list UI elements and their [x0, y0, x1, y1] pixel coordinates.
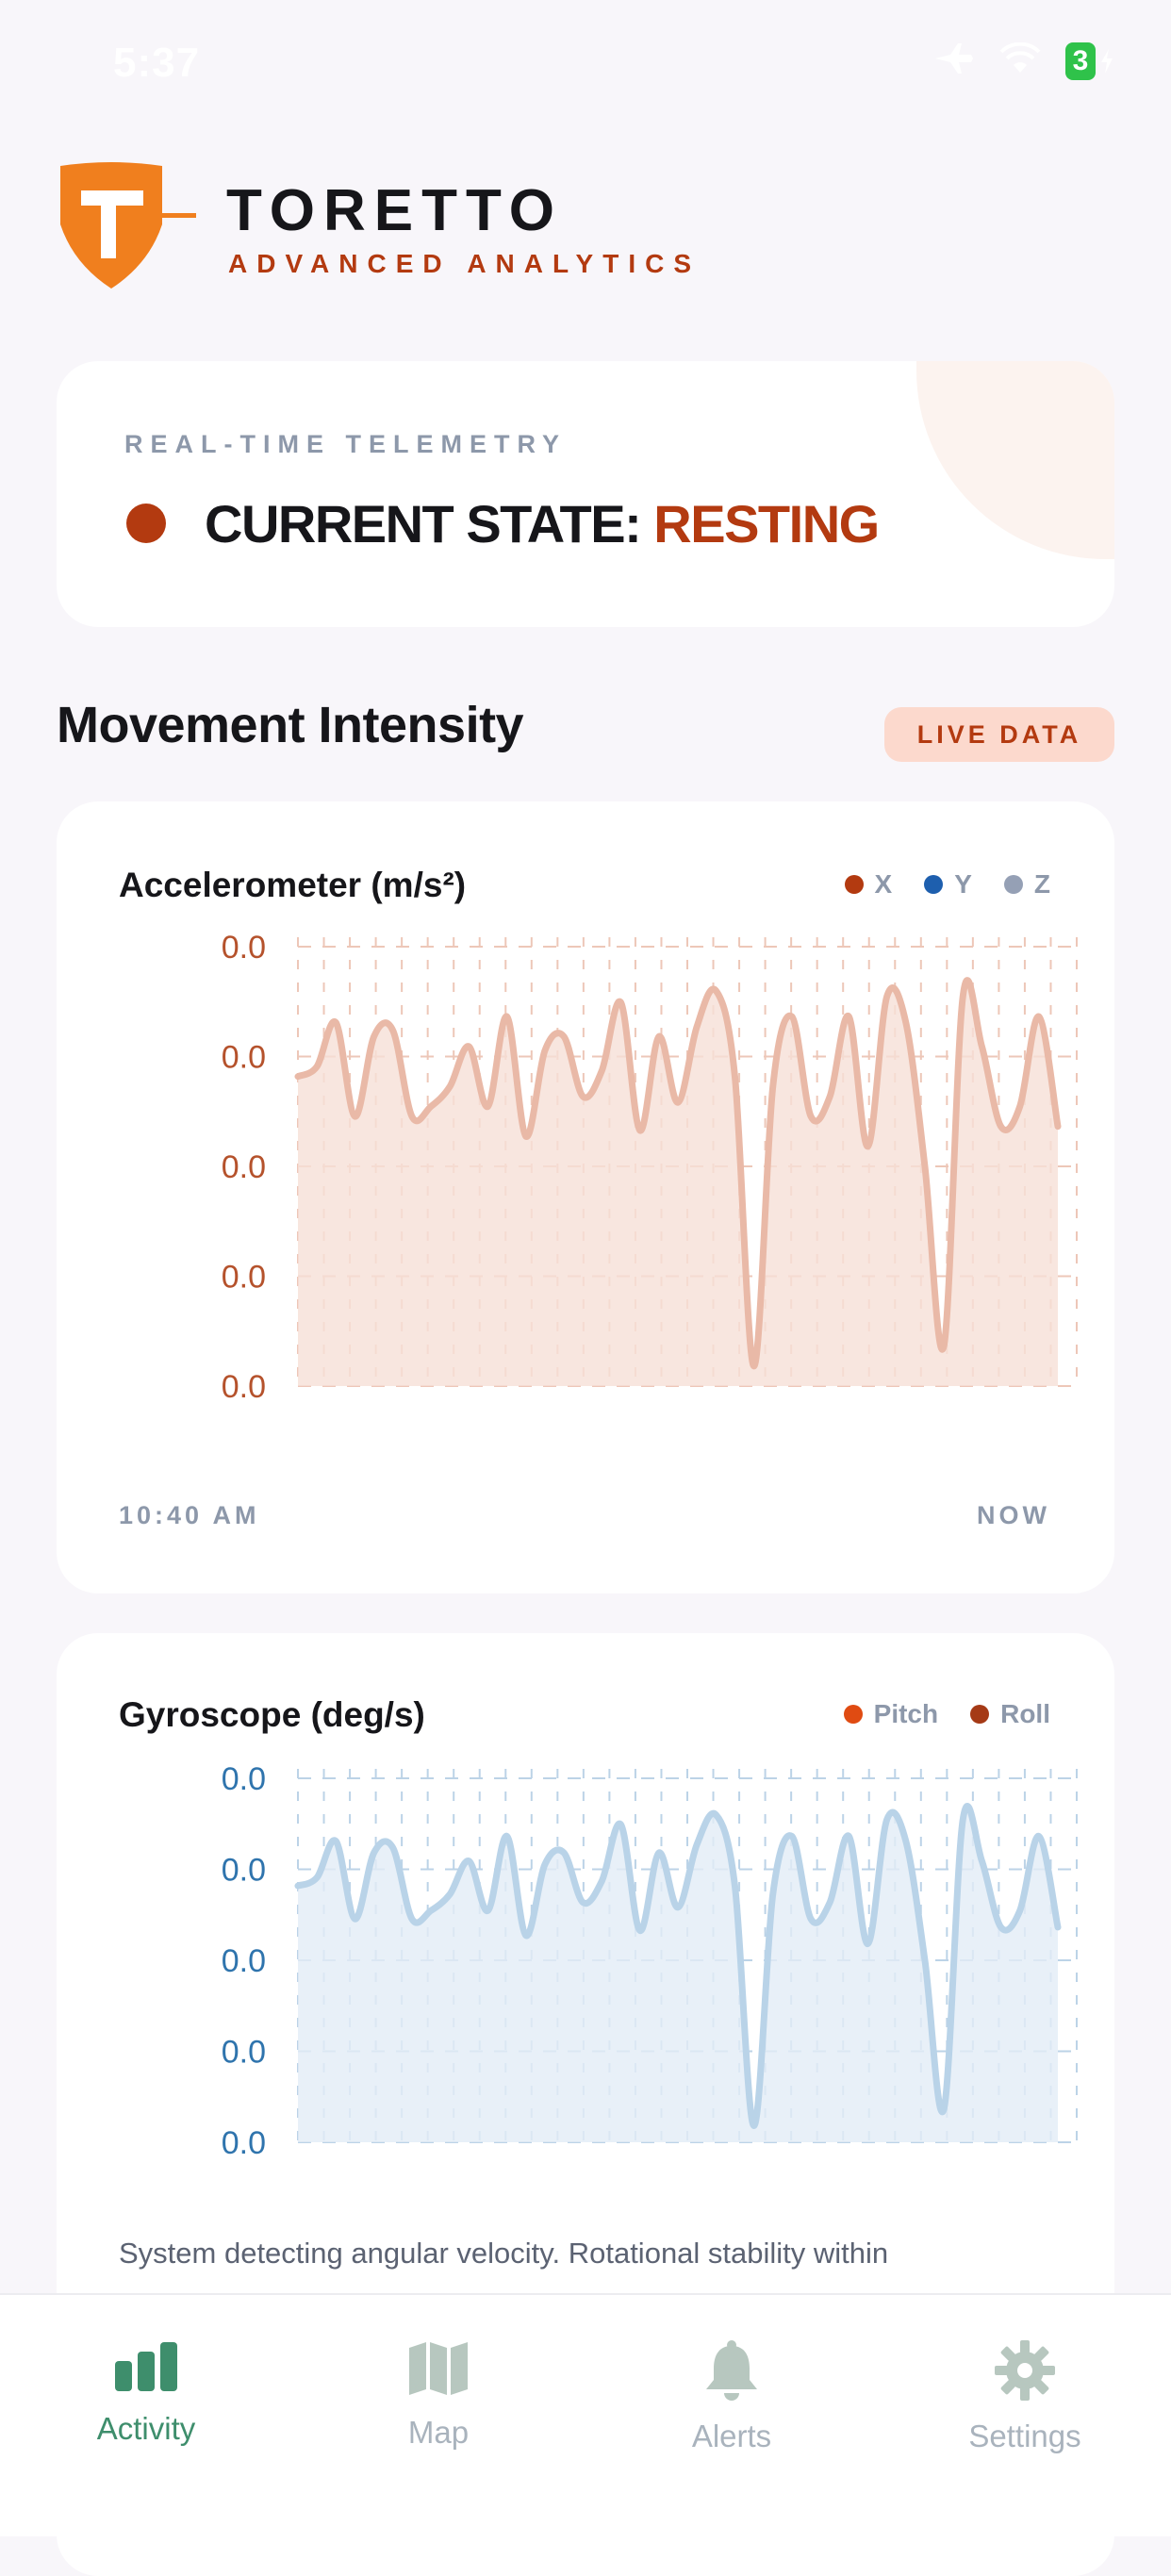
battery-icon: 3 — [1065, 42, 1114, 80]
legend-label: Z — [1034, 869, 1050, 900]
tab-settings[interactable]: Settings — [921, 2340, 1129, 2454]
y-tick-label: 0.0 — [222, 2035, 266, 2071]
legend-dot — [1004, 875, 1023, 894]
map-icon — [407, 2340, 470, 2402]
decorative-shape — [916, 361, 1114, 559]
battery-level: 3 — [1065, 42, 1096, 80]
brand-name: TORETTO — [226, 177, 563, 244]
legend-item-y: Y — [924, 869, 972, 900]
brand-logo — [55, 158, 196, 295]
tab-bar: Activity Map Alerts — [0, 2293, 1171, 2536]
chart-start-time: 10:40 AM — [119, 1501, 260, 1530]
gyroscope-description: System detecting angular velocity. Rotat… — [119, 2237, 888, 2271]
gyroscope-title: Gyroscope (deg/s) — [119, 1695, 425, 1735]
legend-item-pitch: Pitch — [844, 1699, 938, 1729]
tab-label: Map — [408, 2415, 469, 2451]
gear-icon — [995, 2340, 1055, 2405]
tab-alerts[interactable]: Alerts — [628, 2340, 835, 2454]
state-value: RESTING — [653, 494, 878, 553]
bar-chart-icon — [113, 2340, 179, 2398]
section-title: Movement Intensity — [57, 696, 523, 754]
legend-label: Y — [954, 869, 972, 900]
chart-end-time: NOW — [977, 1501, 1050, 1530]
wifi-icon — [999, 42, 1041, 79]
airplane-icon — [933, 41, 975, 80]
tab-label: Activity — [97, 2411, 196, 2447]
legend-item-x: X — [845, 869, 893, 900]
status-icons: 3 — [933, 41, 1114, 80]
tab-label: Alerts — [692, 2419, 771, 2454]
bell-icon — [702, 2340, 761, 2405]
telemetry-label: REAL-TIME TELEMETRY — [124, 430, 567, 459]
legend-label: Pitch — [874, 1699, 938, 1729]
legend-label: X — [875, 869, 893, 900]
tab-map[interactable]: Map — [335, 2340, 542, 2451]
legend-dot — [844, 1705, 863, 1724]
accelerometer-legend: X Y Z — [845, 869, 1050, 900]
y-tick-label: 0.0 — [222, 1943, 266, 1979]
legend-dot — [845, 875, 864, 894]
y-tick-label: 0.0 — [222, 1149, 266, 1185]
legend-label: Roll — [1000, 1699, 1050, 1729]
y-tick-label: 0.0 — [222, 1369, 266, 1405]
y-tick-label: 0.0 — [222, 930, 266, 966]
y-tick-label: 0.0 — [222, 1853, 266, 1889]
tab-label: Settings — [968, 2419, 1080, 2454]
y-tick-label: 0.0 — [222, 1040, 266, 1076]
brand-tagline: ADVANCED ANALYTICS — [228, 249, 701, 279]
state-prefix: CURRENT STATE: — [205, 494, 640, 553]
tab-activity[interactable]: Activity — [42, 2340, 250, 2447]
gyroscope-legend: Pitch Roll — [844, 1699, 1050, 1729]
status-time: 5:37 — [113, 40, 200, 87]
accelerometer-title: Accelerometer (m/s²) — [119, 866, 466, 905]
gyroscope-chart: 0.0 0.0 0.0 0.0 0.0 — [57, 1756, 1114, 2171]
legend-dot — [924, 875, 943, 894]
y-tick-label: 0.0 — [222, 1761, 266, 1797]
legend-item-z: Z — [1004, 869, 1050, 900]
accelerometer-chart: 0.0 0.0 0.0 0.0 0.0 — [57, 924, 1114, 1414]
current-state-card: REAL-TIME TELEMETRY CURRENT STATE: RESTI… — [57, 361, 1114, 627]
legend-item-roll: Roll — [970, 1699, 1050, 1729]
current-state-text: CURRENT STATE: RESTING — [205, 493, 879, 554]
legend-dot — [970, 1705, 989, 1724]
state-indicator-dot — [126, 504, 166, 543]
live-data-badge: LIVE DATA — [884, 707, 1114, 762]
y-tick-label: 0.0 — [222, 2125, 266, 2161]
y-tick-label: 0.0 — [222, 1260, 266, 1296]
